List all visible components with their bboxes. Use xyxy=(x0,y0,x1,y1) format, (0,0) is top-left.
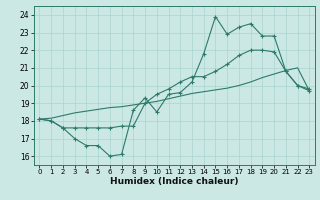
X-axis label: Humidex (Indice chaleur): Humidex (Indice chaleur) xyxy=(110,177,239,186)
